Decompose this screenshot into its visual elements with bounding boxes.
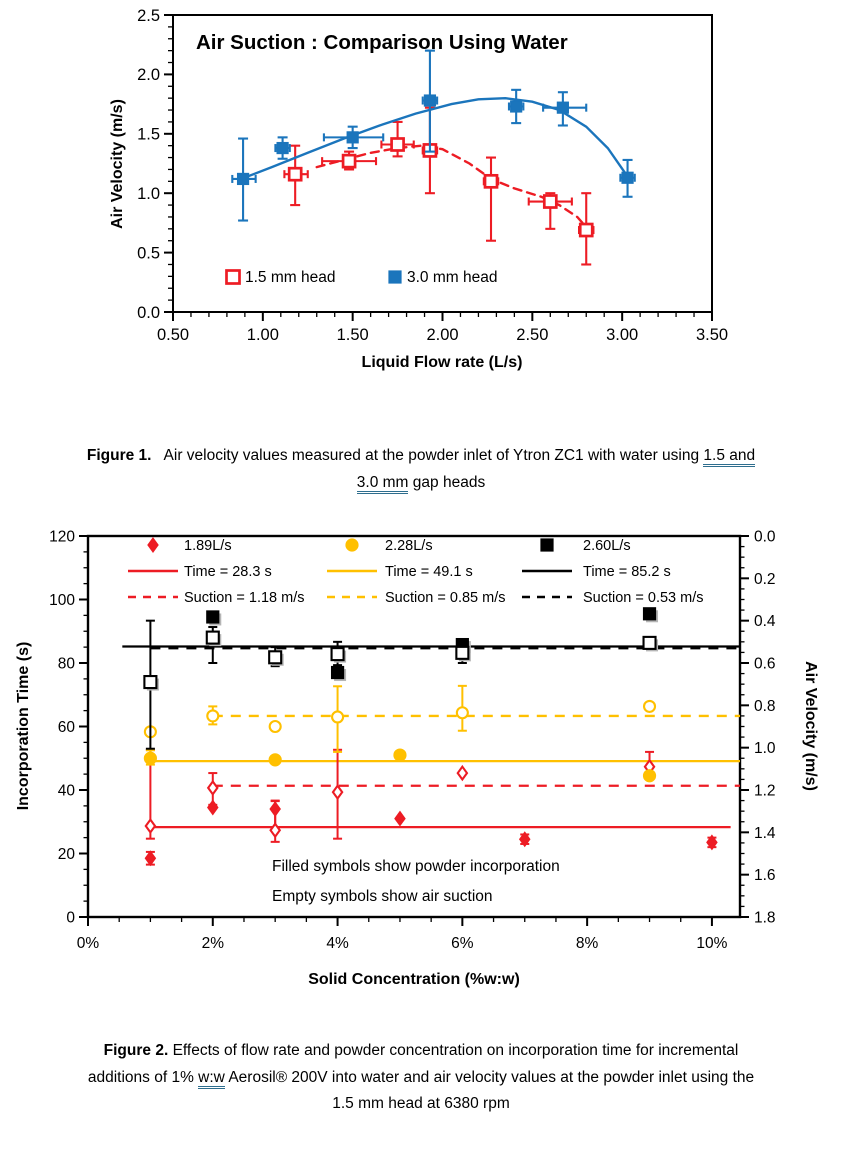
fig2-legend-suction-label: Suction = 0.85 m/s [385, 590, 506, 606]
fig2-left-axis-label: Incorporation Time (s) [15, 642, 32, 811]
fig1-y-tick-label: 2.5 [137, 7, 160, 25]
fig2-x-tick-label: 6% [451, 935, 474, 952]
fig2-right-tick-label: 1.8 [754, 909, 776, 926]
fig2-annotations: Filled symbols show powder incorporation… [272, 858, 560, 905]
fig2-x-tick-label: 8% [576, 935, 599, 952]
fig2-right-tick-label: 1.4 [754, 825, 776, 842]
fig1-y-tick-label: 1.0 [137, 185, 160, 203]
fig2-legend-suction-label: Suction = 1.18 m/s [184, 590, 305, 606]
fig2-legend: 1.89L/s Time = 28.3 s Suction = 1.18 m/s 2.… [128, 537, 704, 606]
fig2-legend-series-label: 1.89L/s [184, 538, 232, 554]
fig2-x-tick-label: 4% [326, 935, 349, 952]
caption-underlined-text: 3.0 mm [356, 473, 409, 494]
caption-underlined-text: w:w [198, 1068, 225, 1089]
caption-line: additions of 1% w:w Aerosil® 200V into w… [16, 1065, 826, 1092]
fig1-axes: 0.50 1.00 1.50 2.00 2.50 3.00 3.50 0.0 0.5 1.0 1.5… [137, 7, 728, 344]
fig1-x-tick-label: 3.00 [606, 326, 638, 344]
fig1-x-tick-label: 2.50 [516, 326, 548, 344]
fig1-x-tick-label: 1.00 [247, 326, 279, 344]
caption-underlined-text: 1.5 and [703, 447, 756, 467]
fig2-right-tick-label: 1.2 [754, 782, 776, 799]
fig2-series-2-28L-s [143, 684, 657, 783]
fig2-right-tick-label: 0.8 [754, 698, 776, 715]
fig1-x-axis-label: Liquid Flow rate (L/s) [362, 354, 523, 371]
fig2-left-tick-label: 0 [66, 909, 75, 926]
fig1-legend-label-2: 3.0 mm head [407, 269, 497, 286]
fig2-legend-time-label: Time = 49.1 s [385, 564, 473, 580]
fig2-right-axis-label: Air Velocity (m/s) [802, 661, 819, 791]
caption-text: Figure 1. [86, 447, 152, 464]
fig2-x-tick-label: 2% [202, 935, 225, 952]
fig2-right-tick-label: 0.6 [754, 655, 776, 672]
fig2-legend-time-label: Time = 85.2 s [583, 564, 671, 580]
fig2-left-tick-label: 80 [58, 655, 76, 672]
fig1-series-3.0-mm-head [231, 49, 636, 222]
figure2-chart: 0% 2% 4% 6% 8% 10% 0 20 40 60 80 100 120 0.0 0.2 0.4 0.6… [15, 528, 819, 988]
fig1-series-1.5-mm-head [283, 106, 595, 266]
figure1-caption: Figure 1. Air velocity values measured a… [16, 443, 826, 496]
figure2-caption: Figure 2. Effects of flow rate and powde… [16, 1038, 826, 1118]
fig1-x-tick-label: 0.50 [157, 326, 189, 344]
caption-text: additions of 1% [87, 1068, 199, 1086]
fig1-y-axis-label: Air Velocity (m/s) [109, 99, 126, 229]
fig2-x-tick-label: 0% [77, 935, 100, 952]
fig2-left-tick-label: 100 [49, 592, 75, 609]
fig2-annotation-filled: Filled symbols show powder incorporation [272, 858, 560, 875]
fig2-right-tick-label: 0.2 [754, 571, 776, 588]
caption-text: Aerosil® 200V into water and air velocit… [224, 1068, 755, 1086]
fig1-x-tick-label: 1.50 [337, 326, 369, 344]
caption-line: 1.5 mm head at 6380 rpm [16, 1091, 826, 1118]
fig2-series-2-60L-s [143, 607, 659, 750]
fig2-legend-time-label: Time = 28.3 s [184, 564, 272, 580]
figure1-chart: 0.50 1.00 1.50 2.00 2.50 3.00 3.50 0.0 0.5 1.0 1.5… [109, 7, 728, 371]
fig2-left-tick-label: 120 [49, 528, 75, 545]
caption-text: Figure 2. [103, 1042, 169, 1059]
fig2-legend-suction-label: Suction = 0.53 m/s [583, 590, 704, 606]
caption-text: gap heads [408, 473, 486, 491]
fig2-avg-lines-2-28L-s [150, 714, 740, 763]
fig2-right-tick-label: 1.6 [754, 867, 776, 884]
fig2-x-axis-label: Solid Concentration (%w:w) [308, 971, 520, 988]
caption-line: 3.0 mm gap heads [16, 470, 826, 497]
fig2-left-tick-label: 60 [58, 719, 76, 736]
fig2-legend-series-label: 2.60L/s [583, 538, 631, 554]
fig1-x-tick-label: 2.00 [426, 326, 458, 344]
fig2-left-tick-label: 20 [58, 846, 76, 863]
fig2-series-1-89L-s [144, 748, 718, 867]
fig2-right-tick-label: 0.0 [754, 528, 776, 545]
fig1-y-tick-label: 0.5 [137, 244, 160, 262]
fig2-legend-series-label: 2.28L/s [385, 538, 433, 554]
fig2-avg-lines-1-89L-s [150, 784, 740, 829]
fig1-y-tick-label: 0.0 [137, 304, 160, 322]
fig2-left-tick-label: 40 [58, 782, 76, 799]
fig2-annotation-empty: Empty symbols show air suction [272, 888, 493, 905]
fig1-y-tick-label: 1.5 [137, 126, 160, 144]
fig2-x-tick-label: 10% [696, 935, 727, 952]
fig1-y-tick-label: 2.0 [137, 66, 160, 84]
fig2-axes: 0% 2% 4% 6% 8% 10% 0 20 40 60 80 100 120 0.0 0.2 0.4 0.6… [49, 528, 776, 952]
fig1-title: Air Suction : Comparison Using Water [196, 31, 568, 54]
fig1-legend-label-1: 1.5 mm head [245, 269, 335, 286]
fig2-right-tick-label: 0.4 [754, 613, 776, 630]
fig1-legend: 1.5 mm head 3.0 mm head [225, 269, 497, 286]
fig1-x-tick-label: 3.50 [696, 326, 728, 344]
caption-line: Figure 2. Effects of flow rate and powde… [16, 1038, 826, 1065]
caption-text: 1.5 mm head at 6380 rpm [332, 1095, 510, 1113]
caption-text: Air velocity values measured at the powd… [151, 447, 704, 464]
caption-text: Effects of flow rate and powder concentr… [168, 1042, 739, 1059]
fig2-right-tick-label: 1.0 [754, 740, 776, 757]
fig2-avg-lines-2-60L-s [122, 645, 740, 650]
caption-line: Figure 1. Air velocity values measured a… [16, 443, 826, 470]
